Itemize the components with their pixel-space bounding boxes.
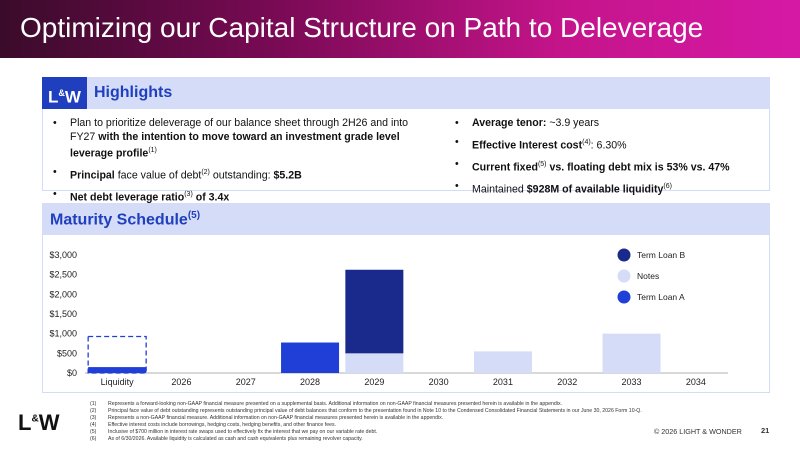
footnote-number: (4) (90, 422, 97, 428)
footer-logo-w: W (38, 410, 60, 435)
footnote-text: Represents a non-GAAP financial measure.… (108, 415, 444, 421)
page-number: 21 (761, 426, 770, 435)
maturity-chart-panel: $0 $500 $1,000 $1,500 $2,000 $2,500 $3,000 Liqu… (42, 235, 770, 393)
x-tick-label: 2033 (622, 377, 642, 387)
footnote: (3) Represents a non-GAAP financial measu… (90, 415, 650, 422)
footnote: (6) As of 6/30/2026. Available liquidity … (90, 436, 650, 443)
footnote-text: Effective interest costs include borrowi… (108, 422, 337, 428)
footer-logo-l: L (18, 410, 32, 435)
x-tick-label: 2032 (557, 377, 577, 387)
logo-w: W (64, 87, 81, 107)
x-tick-label: 2030 (429, 377, 449, 387)
x-tick-label: 2028 (300, 377, 320, 387)
footnote: (5) Inclusive of $700 million in interest… (90, 429, 650, 436)
title-bar: Optimizing our Capital Structure on Path… (0, 0, 800, 58)
logo-l: L (48, 87, 59, 107)
footnote-text: Inclusive of $700 million in interest ra… (108, 429, 378, 435)
footnote-number: (5) (90, 429, 97, 435)
legend-label: Notes (637, 271, 659, 281)
footnote-number: (1) (90, 401, 97, 407)
y-tick-label: $1,000 (49, 329, 77, 339)
footnote-number: (3) (90, 415, 97, 421)
x-tick-label: 2026 (171, 377, 191, 387)
bar-term-loan-a (88, 367, 147, 373)
bar-term-loan-a (281, 342, 340, 373)
highlight-debt-mix: Current fixed(5) vs. floating debt mix i… (453, 158, 763, 175)
y-tick-label: $2,000 (49, 289, 77, 299)
highlights-title: Highlights (94, 84, 173, 101)
y-tick-label: $500 (57, 348, 77, 358)
liquidity-outline (87, 335, 147, 374)
legend-label: Term Loan A (637, 292, 685, 302)
highlights-body: Plan to prioritize deleverage of our bal… (42, 109, 770, 204)
x-tick-label: 2034 (686, 377, 706, 387)
legend-label: Term Loan B (637, 250, 686, 260)
footer-logo: L&W (18, 410, 59, 436)
y-tick-label: $3,000 (49, 250, 77, 260)
bar-notes (473, 351, 532, 373)
legend-swatch (617, 290, 631, 304)
page-title: Optimizing our Capital Structure on Path… (20, 12, 704, 43)
x-tick-label: Liquidity (101, 377, 135, 387)
bar-term-loan-b (345, 269, 404, 354)
y-tick-label: $2,500 (49, 270, 77, 280)
footnote: (4) Effective interest costs include borr… (90, 422, 650, 429)
footnote-number: (6) (90, 436, 97, 442)
x-tick-label: 2031 (493, 377, 513, 387)
footnote-text: Principal face value of debt outstanding… (108, 408, 642, 414)
footnote: (2) Principal face value of debt outstand… (90, 408, 650, 415)
copyright: © 2026 LIGHT & WONDER (654, 427, 742, 436)
bar-notes (602, 333, 661, 373)
maturity-title: Maturity Schedule(5) (50, 210, 201, 229)
logo-ampersand: & (58, 88, 65, 98)
x-tick-label: 2027 (236, 377, 256, 387)
footnote-text: As of 6/30/2026. Available liquidity is … (108, 436, 363, 442)
lw-logo-box: L&W (42, 77, 87, 109)
footer-logo-ampersand: & (31, 413, 39, 425)
highlights-right-column: Average tenor: ~3.9 years Effective Inte… (453, 117, 763, 202)
highlight-tenor: Average tenor: ~3.9 years (453, 117, 763, 131)
highlight-interest-cost: Effective Interest cost(4): 6.30% (453, 136, 763, 153)
x-tick-label: 2029 (364, 377, 384, 387)
bar-notes (345, 353, 404, 373)
y-tick-label: $1,500 (49, 309, 77, 319)
highlights-header: L&W Highlights (42, 77, 770, 109)
highlight-deleverage: Plan to prioritize deleverage of our bal… (51, 117, 421, 161)
footnote-text: Represents a forward-looking non-GAAP fi… (108, 401, 562, 407)
highlight-leverage-ratio: Net debt leverage ratio(3) of 3.4x (51, 188, 421, 205)
y-tick-label: $0 (67, 368, 77, 378)
footnote-number: (2) (90, 408, 97, 414)
highlight-principal: Principal face value of debt(2) outstand… (51, 166, 421, 183)
footnotes: (1) Represents a forward-looking non-GAAP… (90, 401, 650, 443)
legend-swatch (617, 269, 631, 283)
highlights-left-column: Plan to prioritize deleverage of our bal… (51, 117, 421, 210)
maturity-chart: $0 $500 $1,000 $1,500 $2,000 $2,500 $3,000 Liqu… (49, 248, 728, 387)
highlight-liquidity: Maintained $928M of available liquidity(… (453, 180, 763, 197)
legend-swatch (617, 248, 631, 262)
footnote: (1) Represents a forward-looking non-GAAP… (90, 401, 650, 408)
maturity-header: Maturity Schedule(5) (42, 203, 770, 235)
